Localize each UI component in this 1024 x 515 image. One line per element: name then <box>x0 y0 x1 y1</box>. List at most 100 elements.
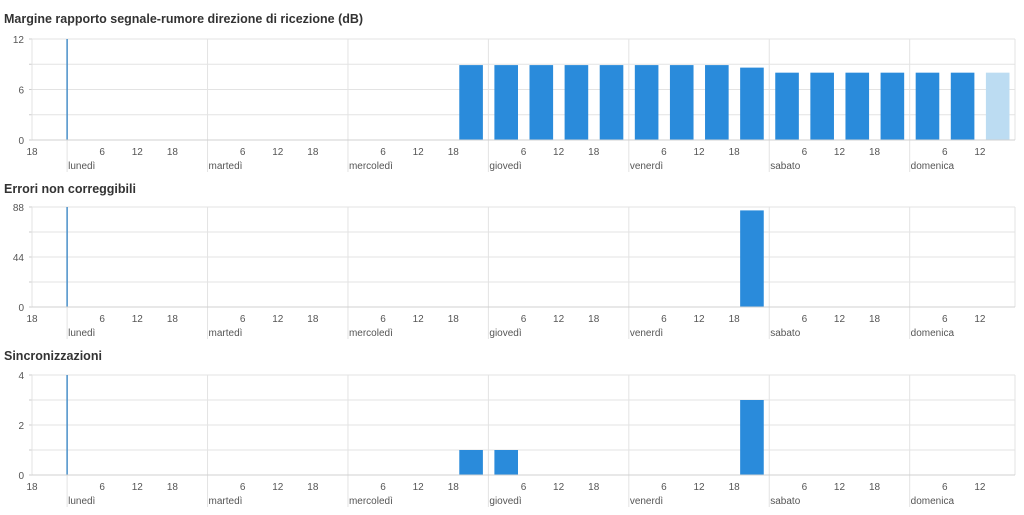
x-tick-label: 6 <box>661 482 667 493</box>
day-label: domenica <box>911 328 955 339</box>
x-tick-label: 6 <box>802 482 808 493</box>
day-label: lunedì <box>68 161 95 172</box>
x-tick-label: 18 <box>869 314 881 325</box>
y-tick-label: 6 <box>18 86 24 97</box>
x-tick-label: 12 <box>693 314 705 325</box>
x-tick-label: 18 <box>869 482 881 493</box>
x-tick-label: 18 <box>448 314 460 325</box>
bar <box>985 72 1010 140</box>
day-label: giovedì <box>489 161 521 172</box>
day-label: sabato <box>770 328 800 339</box>
x-tick-label: 12 <box>693 482 705 493</box>
bar <box>950 72 975 140</box>
x-tick-label: 6 <box>380 314 386 325</box>
x-tick-label: 12 <box>272 147 284 158</box>
x-tick-label: 6 <box>942 147 948 158</box>
chart-title-sync: Sincronizzazioni <box>4 349 102 363</box>
x-tick-label: 12 <box>132 482 144 493</box>
bar <box>880 72 905 140</box>
x-tick-label: 12 <box>693 147 705 158</box>
x-tick-label: 6 <box>99 147 105 158</box>
x-tick-label: 18 <box>869 147 881 158</box>
x-tick-label: 12 <box>834 314 846 325</box>
bar <box>915 72 940 140</box>
x-tick-label: 12 <box>553 482 565 493</box>
day-label: mercoledì <box>349 496 393 507</box>
bar <box>775 72 799 140</box>
x-tick-label: 18 <box>729 314 741 325</box>
x-tick-label: 18 <box>588 482 600 493</box>
x-tick-label: 6 <box>521 482 527 493</box>
bar <box>810 72 834 140</box>
x-tick-label: 18 <box>588 314 600 325</box>
x-tick-label: 12 <box>974 482 986 493</box>
bar <box>459 450 483 475</box>
bar <box>564 65 589 140</box>
day-label: sabato <box>770 496 800 507</box>
x-tick-label: 18 <box>729 147 741 158</box>
y-tick-label: 0 <box>18 471 24 482</box>
day-label: venerdì <box>630 328 664 339</box>
x-tick-label: 6 <box>380 482 386 493</box>
x-tick-label: 12 <box>272 482 284 493</box>
x-tick-label: 18 <box>167 482 179 493</box>
x-tick-label: 6 <box>521 147 527 158</box>
x-tick-label: 6 <box>240 314 246 325</box>
day-label: venerdì <box>630 161 664 172</box>
bar <box>740 210 764 307</box>
bar <box>845 72 870 140</box>
day-label: lunedì <box>68 328 95 339</box>
x-tick-label: 18 <box>307 147 319 158</box>
x-tick-label: 6 <box>240 482 246 493</box>
x-tick-label: 6 <box>661 314 667 325</box>
x-tick-label: 6 <box>942 482 948 493</box>
x-tick-label: 12 <box>974 147 986 158</box>
x-tick-label: 6 <box>802 314 808 325</box>
chart-title-errors: Errori non correggibili <box>4 182 136 196</box>
x-tick-label: 6 <box>802 147 808 158</box>
day-label: domenica <box>911 161 955 172</box>
bar <box>459 65 483 140</box>
x-tick-label: 6 <box>942 314 948 325</box>
x-tick-label: 12 <box>974 314 986 325</box>
bar <box>599 65 624 140</box>
x-tick-label: 18 <box>26 314 38 325</box>
y-tick-label: 0 <box>18 136 24 147</box>
day-label: giovedì <box>489 496 521 507</box>
y-tick-label: 2 <box>18 421 24 432</box>
x-tick-label: 18 <box>729 482 741 493</box>
x-tick-label: 18 <box>448 147 460 158</box>
bar <box>494 450 518 475</box>
y-tick-label: 88 <box>13 203 25 214</box>
day-label: venerdì <box>630 496 664 507</box>
bar <box>740 400 764 475</box>
bar <box>494 65 518 140</box>
bar <box>740 67 764 140</box>
x-tick-label: 6 <box>240 147 246 158</box>
day-label: martedì <box>209 328 243 339</box>
x-tick-label: 6 <box>380 147 386 158</box>
day-label: mercoledì <box>349 328 393 339</box>
x-tick-label: 18 <box>588 147 600 158</box>
bar <box>705 65 729 140</box>
x-tick-label: 18 <box>26 147 38 158</box>
bar <box>669 65 694 140</box>
x-tick-label: 12 <box>553 147 565 158</box>
x-tick-label: 12 <box>413 482 425 493</box>
day-label: martedì <box>209 496 243 507</box>
y-tick-label: 44 <box>13 253 25 264</box>
y-tick-label: 12 <box>13 35 25 46</box>
x-tick-label: 12 <box>413 147 425 158</box>
x-tick-label: 18 <box>26 482 38 493</box>
x-tick-label: 18 <box>167 147 179 158</box>
x-tick-label: 12 <box>834 147 846 158</box>
x-tick-label: 12 <box>834 482 846 493</box>
day-label: sabato <box>770 161 800 172</box>
x-tick-label: 18 <box>307 482 319 493</box>
x-tick-label: 12 <box>413 314 425 325</box>
x-tick-label: 18 <box>448 482 460 493</box>
x-tick-label: 6 <box>99 314 105 325</box>
x-tick-label: 12 <box>132 147 144 158</box>
x-tick-label: 12 <box>132 314 144 325</box>
